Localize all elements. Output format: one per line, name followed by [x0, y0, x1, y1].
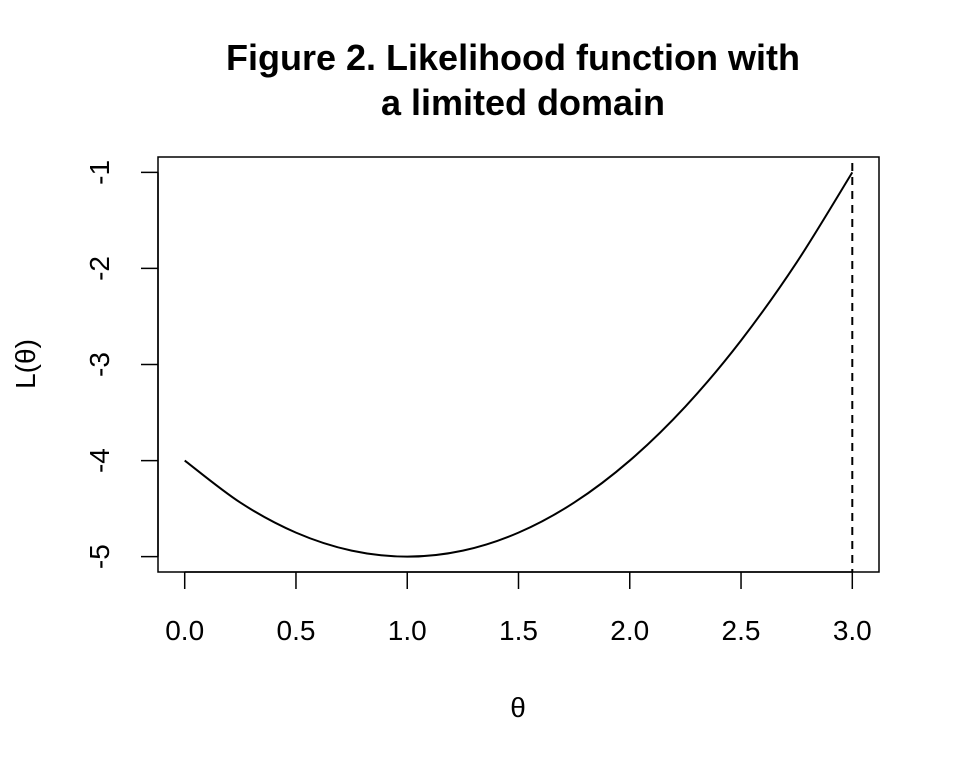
- y-tick-label: -4: [84, 448, 115, 473]
- y-tick-label: -1: [84, 160, 115, 185]
- x-tick-label: 3.0: [833, 615, 872, 646]
- chart-title-line-2: a limited domain: [381, 82, 665, 123]
- x-axis-title: θ: [510, 692, 526, 723]
- y-axis: -1 -2 -3 -4 -5: [84, 160, 159, 569]
- series-layer: [184, 163, 854, 572]
- x-tick-label: 2.5: [722, 615, 761, 646]
- y-tick-label: -2: [84, 256, 115, 281]
- x-tick-label: 0.5: [277, 615, 316, 646]
- x-tick-label: 0.0: [165, 615, 204, 646]
- y-tick-label: -5: [84, 544, 115, 569]
- x-tick-label: 1.5: [499, 615, 538, 646]
- y-axis-title: L(θ): [10, 339, 41, 389]
- x-tick-label: 1.0: [388, 615, 427, 646]
- likelihood-curve: [184, 171, 854, 558]
- chart-title-line-1: Figure 2. Likelihood function with: [226, 37, 800, 78]
- plot-area-frame: [157, 156, 880, 573]
- x-axis: 0.0 0.5 1.0 1.5 2.0 2.5 3.0: [165, 571, 872, 646]
- y-tick-label: -3: [84, 352, 115, 377]
- x-tick-label: 2.0: [610, 615, 649, 646]
